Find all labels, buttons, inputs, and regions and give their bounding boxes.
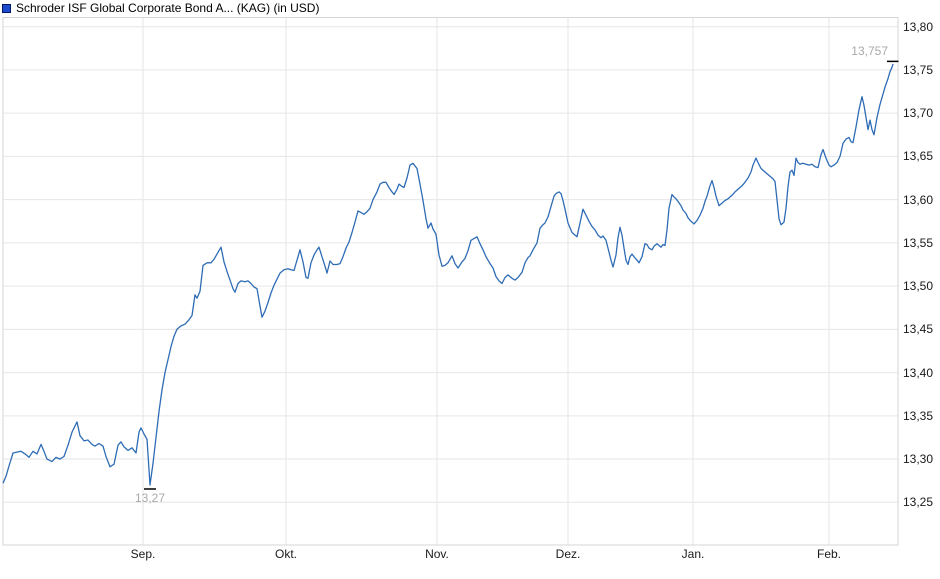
- x-axis-tick-label: Okt.: [274, 547, 297, 561]
- high-annotation: 13,757: [851, 43, 888, 58]
- y-axis-tick-label: 13,30: [903, 452, 934, 467]
- y-axis-tick-label: 13,80: [903, 19, 934, 34]
- y-axis-tick-label: 13,65: [903, 149, 934, 164]
- x-axis-tick-label: Nov.: [425, 547, 449, 561]
- y-axis-tick-label: 13,55: [903, 235, 934, 250]
- y-axis-tick-label: 13,70: [903, 106, 934, 121]
- y-axis-tick-label: 13,75: [903, 62, 934, 77]
- price-line: [2, 63, 894, 486]
- plot-border: [2, 17, 899, 546]
- y-axis-tick-label: 13,25: [903, 495, 934, 510]
- x-axis-tick-label: Feb.: [816, 547, 841, 561]
- y-axis-tick-label: 13,40: [903, 365, 934, 380]
- low-annotation: 13,27: [134, 490, 166, 505]
- x-axis-tick-label: Jan.: [681, 547, 705, 561]
- x-axis-tick-label: Sep.: [130, 547, 156, 561]
- series-marker-icon: [2, 3, 11, 13]
- x-axis-tick-label: Dez.: [555, 547, 581, 561]
- chart-header: Schroder ISF Global Corporate Bond A... …: [2, 1, 319, 15]
- y-axis-tick-label: 13,35: [903, 408, 934, 423]
- y-axis-tick-label: 13,60: [903, 192, 934, 207]
- y-axis-tick-label: 13,50: [903, 279, 934, 294]
- y-axis-tick-label: 13,45: [903, 322, 934, 337]
- chart-title: Schroder ISF Global Corporate Bond A... …: [16, 1, 320, 15]
